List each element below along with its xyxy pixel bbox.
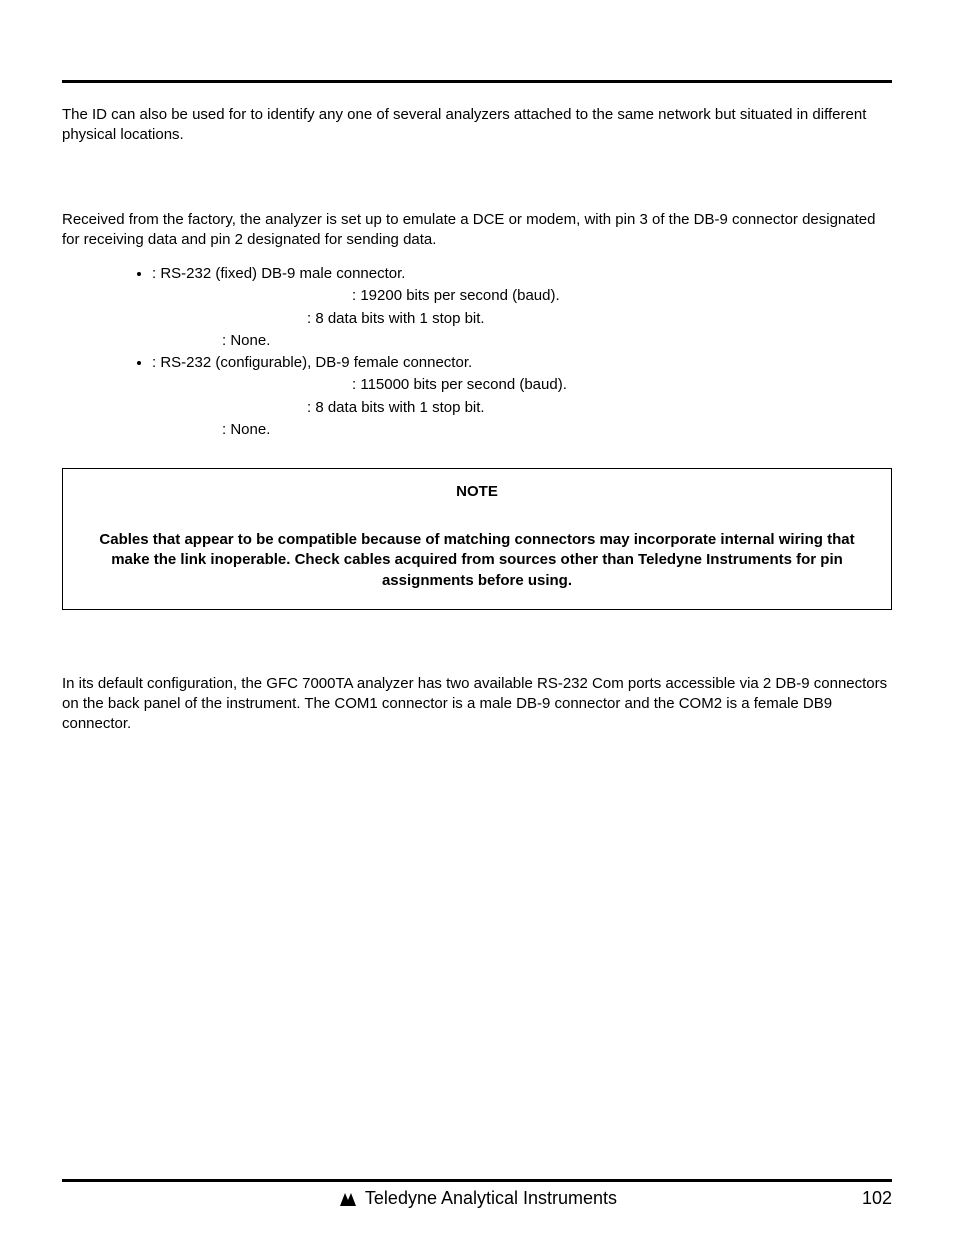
footer-company-text: Teledyne Analytical Instruments [365, 1188, 617, 1209]
document-page: The ID can also be used for to identify … [0, 0, 954, 1235]
paragraph-id-usage: The ID can also be used for to identify … [62, 105, 892, 146]
port-dataword-text: : 8 data bits with 1 stop bit. [152, 309, 892, 329]
port-parity-text: : None. [152, 331, 892, 351]
top-border-rule [62, 80, 892, 83]
note-heading: NOTE [87, 483, 867, 500]
port-spec-item-2: : RS-232 (configurable), DB-9 female con… [152, 353, 892, 440]
port-baud-text: : 115000 bits per second (baud). [152, 375, 892, 395]
footer-row: Teledyne Analytical Instruments 102 [62, 1188, 892, 1209]
page-footer: Teledyne Analytical Instruments 102 [62, 1179, 892, 1209]
footer-company: Teledyne Analytical Instruments [337, 1188, 617, 1209]
page-number: 102 [862, 1188, 892, 1209]
paragraph-default-config: In its default configuration, the GFC 70… [62, 674, 892, 735]
teledyne-logo-icon [337, 1190, 359, 1208]
note-body-text: Cables that appear to be compatible beca… [87, 530, 867, 591]
paragraph-factory-default: Received from the factory, the analyzer … [62, 210, 892, 251]
port-spec-item-1: : RS-232 (fixed) DB-9 male connector. : … [152, 264, 892, 351]
port-parity-text: : None. [152, 420, 892, 440]
port-connector-text: : RS-232 (fixed) DB-9 male connector. [152, 265, 405, 282]
vertical-spacer [62, 160, 892, 210]
vertical-spacer [62, 610, 892, 674]
port-baud-text: : 19200 bits per second (baud). [152, 286, 892, 306]
footer-border-rule [62, 1179, 892, 1182]
port-connector-text: : RS-232 (configurable), DB-9 female con… [152, 354, 472, 371]
port-spec-list: : RS-232 (fixed) DB-9 male connector. : … [62, 264, 892, 440]
port-dataword-text: : 8 data bits with 1 stop bit. [152, 398, 892, 418]
note-callout-box: NOTE Cables that appear to be compatible… [62, 468, 892, 610]
